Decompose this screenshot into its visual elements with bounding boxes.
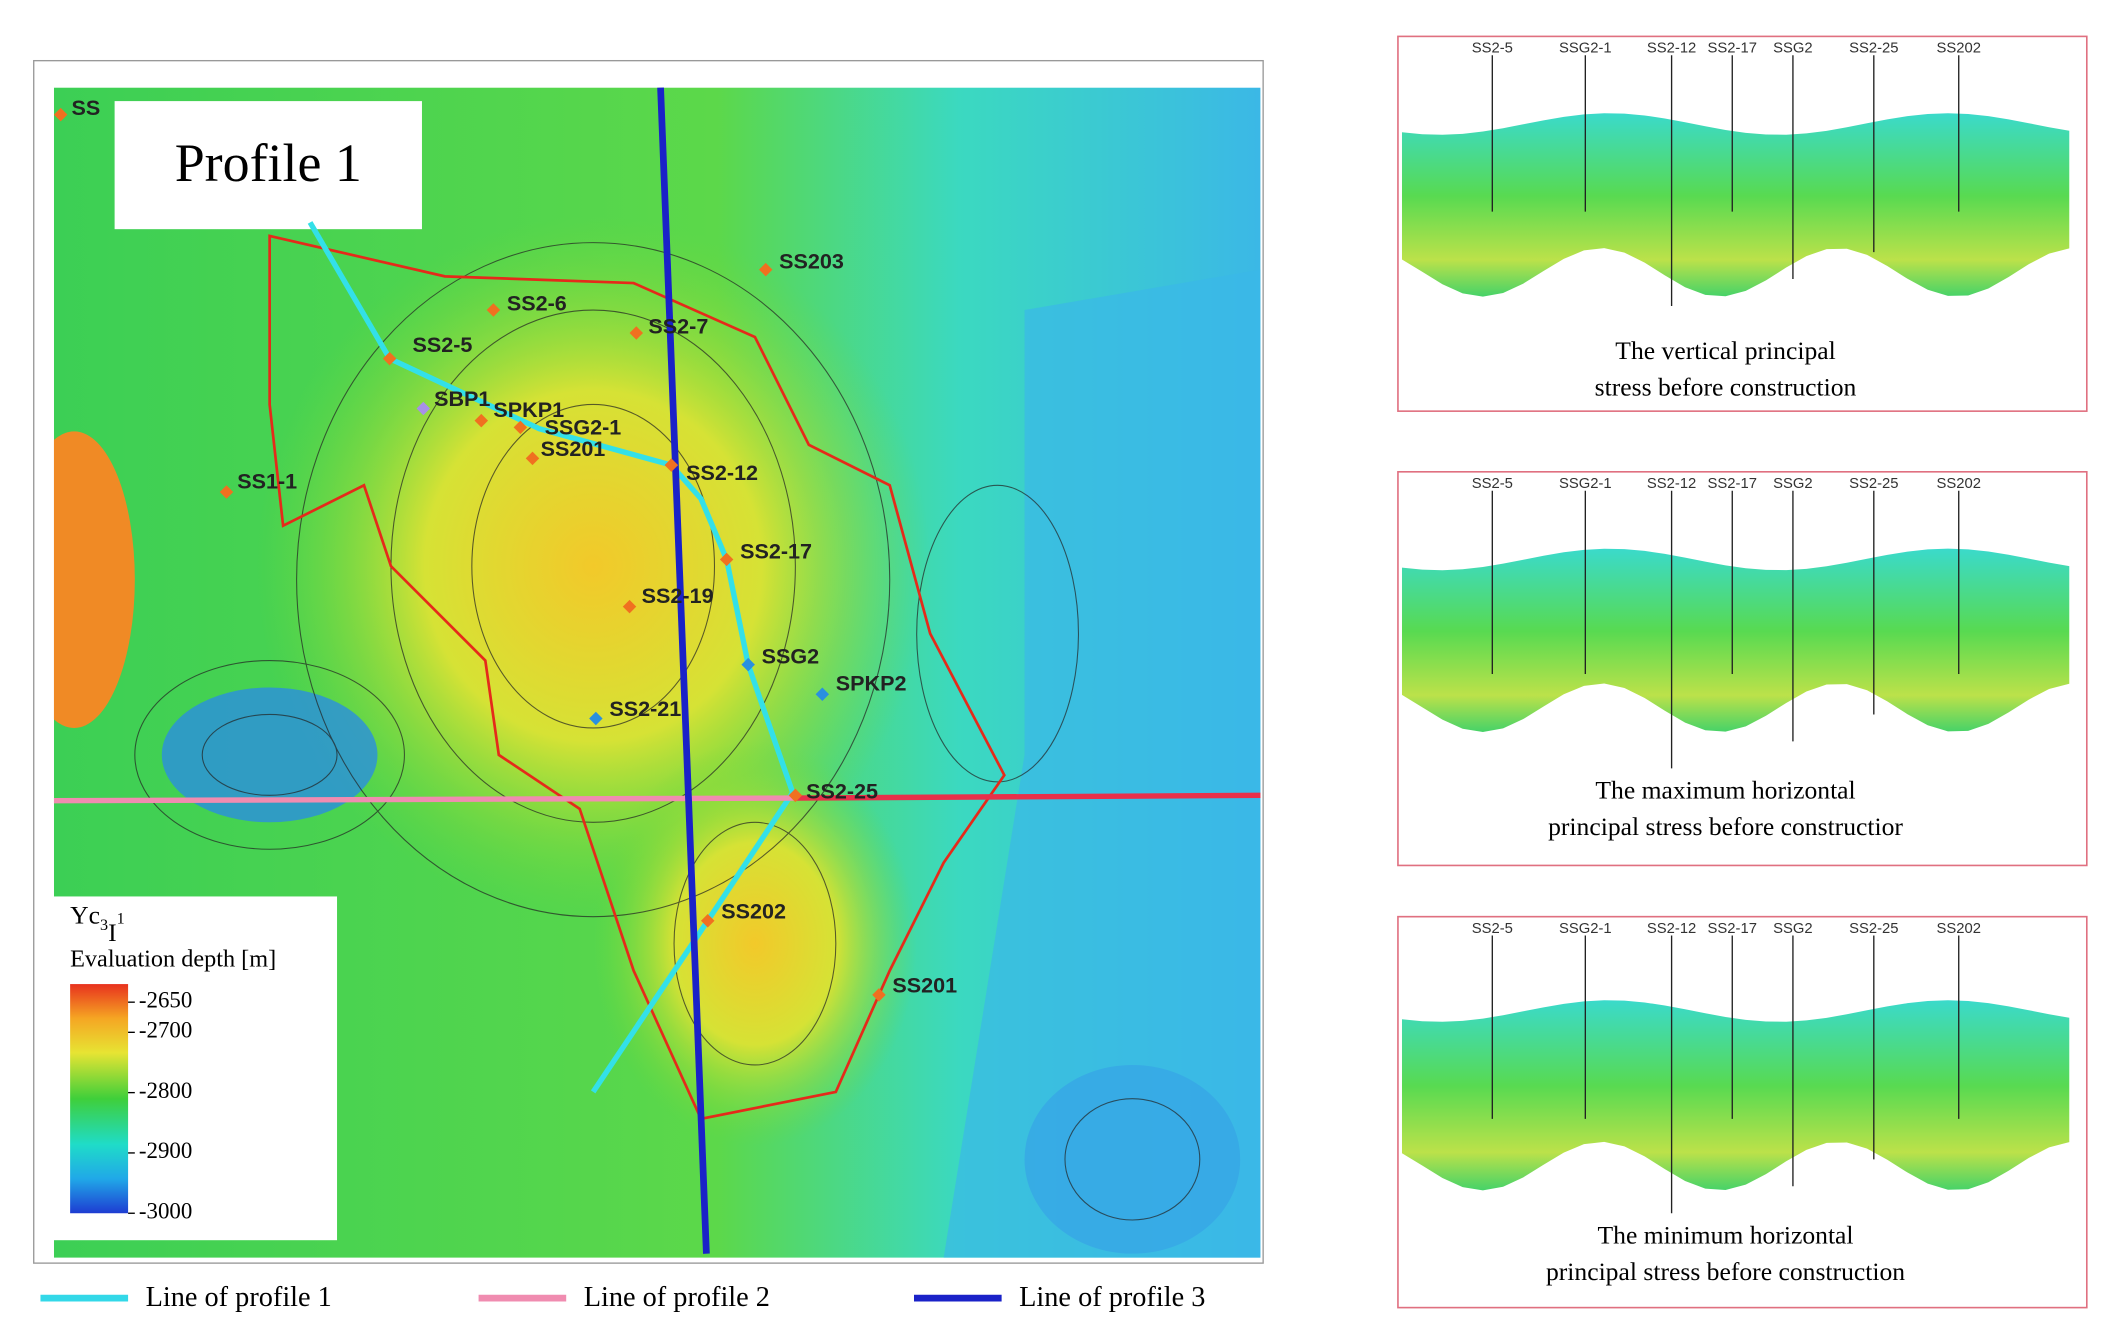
profile-title: Profile 1	[175, 133, 362, 193]
well-label: SSG2-1	[545, 414, 622, 439]
panel-well-label: SS2-5	[1472, 476, 1513, 492]
well-label: SPKP2	[836, 670, 907, 695]
well-label: SS	[71, 95, 100, 120]
profile-section	[1401, 113, 2070, 297]
colorbar-tick-label: -2700	[139, 1018, 192, 1043]
well-marker	[758, 262, 773, 277]
panel-well-label: SS2-17	[1708, 476, 1757, 492]
well-label: SS201	[892, 972, 957, 997]
profile-2-line	[53, 795, 796, 804]
panel-well-label: SSG2	[1773, 476, 1813, 492]
well-marker	[741, 657, 755, 672]
profile-title-box	[114, 101, 422, 230]
well-marker	[474, 413, 489, 428]
map-frame	[33, 59, 1264, 1264]
panel-frame	[1397, 915, 2088, 1309]
panel-well-label: SSG2-1	[1559, 921, 1612, 937]
panel-well-label: SSG2	[1773, 41, 1813, 57]
panel-well-label: SS2-5	[1472, 921, 1513, 937]
panel-well-label: SS2-5	[1472, 41, 1513, 57]
well-marker	[872, 988, 886, 1002]
colorbar-tick-label: -2800	[139, 1078, 192, 1103]
profile-section	[1401, 1000, 2070, 1191]
panel-well-label: SSG2-1	[1559, 476, 1612, 492]
well-label: SS1-1	[237, 468, 297, 493]
well-marker	[719, 552, 734, 567]
profile-3-line	[657, 87, 710, 1254]
legend-label: Line of profile 2	[584, 1282, 770, 1313]
well-marker	[701, 913, 715, 928]
profile-section	[1401, 548, 2070, 732]
panel-caption: principal stress before construction	[1546, 1257, 1905, 1286]
well-marker	[219, 485, 234, 499]
legend-label: Line of profile 1	[146, 1282, 332, 1313]
well-label: SS2-19	[642, 583, 714, 608]
colorbar-label-part: Yc	[70, 900, 100, 929]
well-marker	[815, 687, 830, 701]
well-label: SS2-12	[686, 460, 758, 485]
panel-caption: principal stress before constructior	[1548, 812, 1903, 841]
profile-2-line	[795, 792, 1261, 801]
well-marker	[788, 788, 803, 803]
colorbar-tick-label: -2650	[139, 987, 192, 1012]
well-label: SS202	[721, 898, 786, 923]
well-label: SS2-17	[740, 538, 812, 563]
panel-well-label: SS202	[1936, 41, 1980, 57]
well-marker	[525, 451, 540, 466]
panel-caption: The vertical principal	[1615, 336, 1835, 365]
panel-well-label: SS2-25	[1849, 41, 1898, 57]
well-marker	[664, 458, 679, 472]
well-marker	[416, 401, 431, 416]
panel-well-label: SS2-12	[1647, 41, 1696, 57]
panel-well-label: SS2-12	[1647, 476, 1696, 492]
well-label: SS2-7	[648, 313, 708, 338]
colorbar-label-part: 1	[117, 910, 125, 927]
panel-well-label: SS202	[1936, 476, 1980, 492]
panel-caption: stress before construction	[1595, 372, 1857, 401]
panel-well-label: SS2-12	[1647, 921, 1696, 937]
well-label: SS2-6	[507, 290, 567, 315]
well-label: SS2-21	[609, 696, 681, 721]
panel-well-label: SSG2	[1773, 921, 1813, 937]
well-label: SSG2	[762, 644, 820, 669]
panel-frame	[1397, 471, 2088, 867]
well-marker	[589, 711, 603, 726]
colorbar-label-part: I	[108, 918, 117, 947]
panel-caption: The minimum horizontal	[1597, 1220, 1853, 1249]
well-marker	[486, 303, 501, 317]
well-marker	[382, 351, 397, 366]
legend-label: Line of profile 3	[1019, 1282, 1205, 1313]
colorbar	[70, 984, 129, 1214]
colorbar-label: Yc3I1	[70, 900, 125, 947]
panel-well-label: SS2-25	[1849, 921, 1898, 937]
profile-1-line	[307, 221, 796, 1094]
panel-well-label: SSG2-1	[1559, 41, 1612, 57]
panel-well-label: SS2-17	[1708, 921, 1757, 937]
well-label: SS2-5	[413, 332, 473, 357]
panel-well-label: SS2-17	[1708, 41, 1757, 57]
panel-caption: The maximum horizontal	[1595, 776, 1855, 805]
well-label: SBP1	[434, 386, 490, 411]
panel-well-label: SS2-25	[1849, 476, 1898, 492]
well-label: SPKP1	[493, 397, 564, 422]
well-marker	[622, 599, 637, 614]
colorbar-title: Evaluation depth [m]	[70, 946, 276, 973]
well-label: SS2-25	[806, 778, 878, 803]
well-marker	[53, 107, 68, 122]
colorbar-label-part: 3	[100, 917, 108, 934]
colorbar-tick-label: -3000	[139, 1198, 192, 1223]
colorbar-tick-label: -2900	[139, 1138, 192, 1163]
well-label: SS203	[779, 249, 844, 274]
well-marker	[629, 326, 644, 340]
well-marker	[513, 420, 528, 435]
panel-frame	[1397, 35, 2088, 412]
panel-well-label: SS202	[1936, 921, 1980, 937]
well-label: SS201	[541, 436, 606, 461]
